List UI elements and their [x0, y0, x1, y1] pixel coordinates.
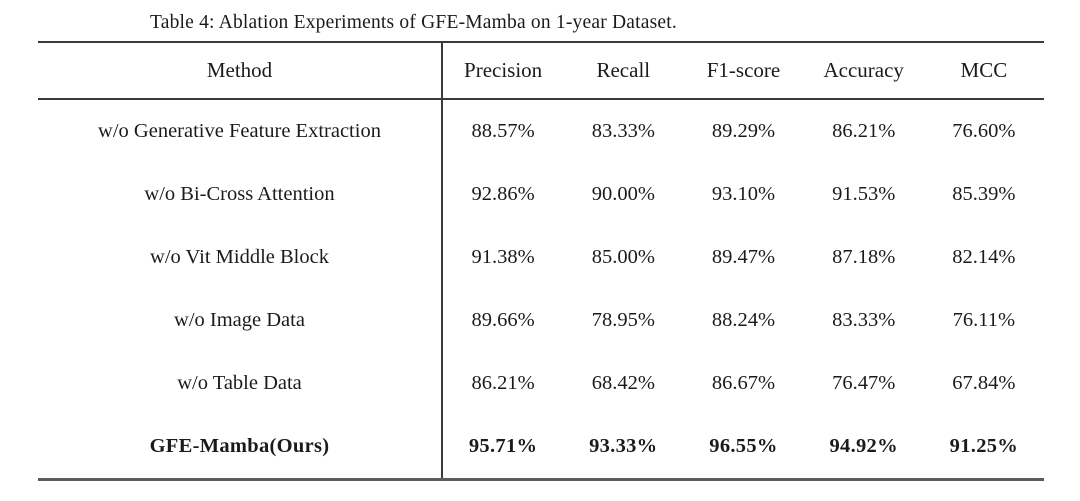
precision-cell: 95.71% [468, 435, 538, 457]
method-cell: w/o Table Data [38, 352, 443, 415]
accuracy-cell: 94.92% [829, 435, 898, 457]
f1-score-cell: 89.47% [711, 246, 776, 268]
method-cell: GFE-Mamba(Ours) [38, 415, 443, 478]
f1-score-cell: 93.10% [711, 183, 776, 205]
mcc-cell: 76.11% [952, 309, 1016, 331]
recall-cell: 78.95% [591, 309, 655, 331]
mcc-cell: 67.84% [952, 372, 1016, 394]
accuracy-cell: 91.53% [832, 183, 896, 205]
accuracy-cell: 87.18% [832, 246, 896, 268]
f1-score-cell: 96.55% [709, 435, 778, 457]
mcc-cell: 82.14% [952, 246, 1016, 268]
table-caption: Table 4: Ablation Experiments of GFE-Mam… [150, 12, 677, 33]
table-row: w/o Table Data 86.21% 68.42% 86.67% 76.4… [38, 352, 1044, 415]
column-header-method: Method [38, 43, 443, 98]
recall-cell: 90.00% [591, 183, 655, 205]
precision-cell: 88.57% [471, 120, 535, 142]
precision-cell: 89.66% [471, 309, 535, 331]
table-row: w/o Generative Feature Extraction 88.57%… [38, 100, 1044, 163]
table-row-ours: GFE-Mamba(Ours) 95.71% 93.33% 96.55% 94.… [38, 415, 1044, 478]
precision-cell: 86.21% [471, 372, 535, 394]
f1-score-cell: 88.24% [711, 309, 776, 331]
table-row: w/o Vit Middle Block 91.38% 85.00% 89.47… [38, 226, 1044, 289]
precision-cell: 92.86% [471, 183, 535, 205]
f1-score-cell: 89.29% [711, 120, 776, 142]
table-row: w/o Bi-Cross Attention 92.86% 90.00% 93.… [38, 163, 1044, 226]
method-cell: w/o Generative Feature Extraction [38, 100, 443, 163]
mcc-cell: 76.60% [952, 120, 1016, 142]
column-header-mcc: MCC [960, 58, 1008, 82]
column-header-precision: Precision [464, 58, 543, 82]
table-header-row: Method Precision Recall F1-score Accurac… [38, 43, 1044, 100]
method-cell: w/o Vit Middle Block [38, 226, 443, 289]
method-cell: w/o Bi-Cross Attention [38, 163, 443, 226]
ablation-table: Method Precision Recall F1-score Accurac… [38, 41, 1044, 481]
recall-cell: 93.33% [589, 435, 658, 457]
mcc-cell: 91.25% [949, 435, 1019, 457]
column-header-recall: Recall [596, 58, 651, 82]
recall-cell: 85.00% [591, 246, 655, 268]
f1-score-cell: 86.67% [711, 372, 776, 394]
precision-cell: 91.38% [471, 246, 535, 268]
table-row: w/o Image Data 89.66% 78.95% 88.24% 83.3… [38, 289, 1044, 352]
accuracy-cell: 76.47% [832, 372, 896, 394]
mcc-cell: 85.39% [952, 183, 1016, 205]
recall-cell: 68.42% [591, 372, 655, 394]
column-header-accuracy: Accuracy [823, 58, 904, 82]
recall-cell: 83.33% [591, 120, 655, 142]
accuracy-cell: 86.21% [832, 120, 896, 142]
accuracy-cell: 83.33% [832, 309, 896, 331]
column-header-f1-score: F1-score [706, 58, 781, 82]
method-cell: w/o Image Data [38, 289, 443, 352]
